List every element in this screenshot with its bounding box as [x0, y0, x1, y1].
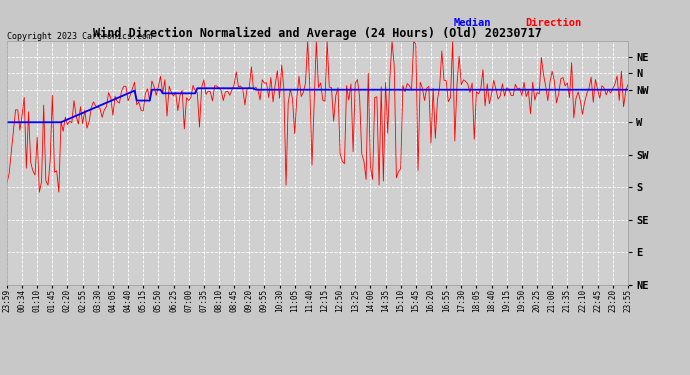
Text: Direction: Direction: [526, 18, 582, 28]
Title: Wind Direction Normalized and Average (24 Hours) (Old) 20230717: Wind Direction Normalized and Average (2…: [93, 27, 542, 40]
Text: Copyright 2023 Cartronics.com: Copyright 2023 Cartronics.com: [7, 32, 152, 41]
Text: Median: Median: [454, 18, 491, 28]
